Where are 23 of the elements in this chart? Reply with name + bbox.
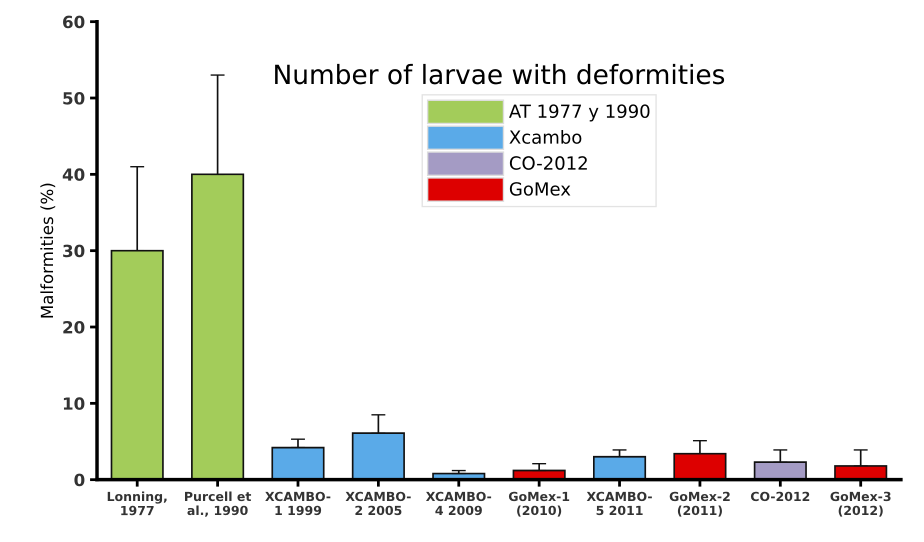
- y-tick-label: 50: [63, 92, 84, 105]
- x-tick-label: GoMex-2 (2011): [670, 492, 730, 517]
- legend-label: Xcambo: [509, 130, 582, 144]
- legend-label: AT 1977 y 1990: [509, 104, 650, 122]
- y-axis-title: Malformities (%): [40, 184, 56, 318]
- y-tick-label: 30: [63, 244, 84, 258]
- x-tick-label: Purcell et al., 1990: [185, 491, 252, 517]
- x-tick-label: GoMex-1 (2010): [508, 492, 570, 517]
- x-tick-label: XCAMBO- 5 2011: [586, 492, 652, 516]
- legend-label: CO-2012: [510, 156, 587, 170]
- x-tick-label: Lonning, 1977: [108, 491, 167, 516]
- y-tick-label: 0: [74, 474, 84, 486]
- x-tick-label: CO-2012: [750, 492, 810, 502]
- x-tick-label: XCAMBO- 4 2009: [426, 492, 492, 516]
- y-tick-label: 40: [62, 168, 84, 181]
- x-tick-label: GoMex-3 (2012): [830, 492, 891, 517]
- y-tick-label: 60: [63, 16, 84, 28]
- x-tick-label: XCAMBO- 2 2005: [346, 492, 411, 516]
- y-tick-label: 20: [63, 320, 84, 334]
- y-tick-label: 10: [64, 397, 84, 410]
- x-tick-label: XCAMBO- 1 1999: [265, 492, 330, 516]
- legend-label: GoMex: [510, 182, 570, 196]
- text: Number of larvae with deformities: [275, 64, 724, 84]
